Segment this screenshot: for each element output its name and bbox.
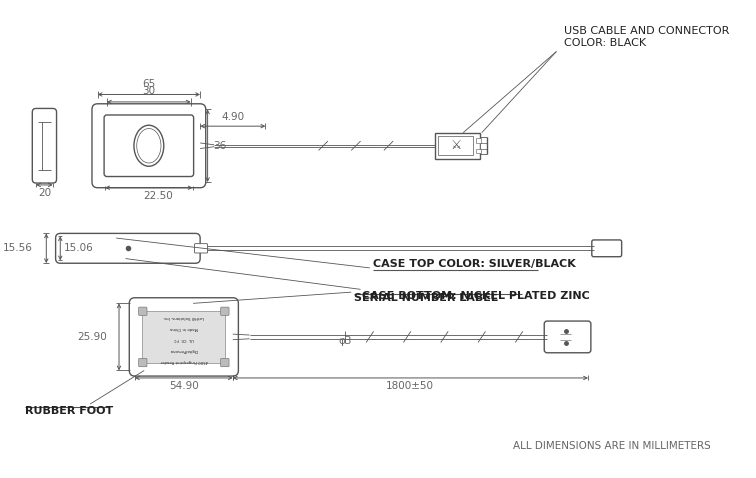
FancyBboxPatch shape: [56, 233, 200, 263]
Bar: [476, 149, 481, 153]
Text: 4.90: 4.90: [222, 111, 244, 121]
Text: DigitalPersona: DigitalPersona: [169, 348, 198, 352]
Bar: [438, 136, 473, 155]
FancyBboxPatch shape: [194, 244, 208, 253]
Text: 15.56: 15.56: [2, 243, 33, 253]
FancyBboxPatch shape: [138, 307, 147, 315]
Ellipse shape: [134, 125, 164, 166]
Text: ALL DIMENSIONS ARE IN MILLIMETERS: ALL DIMENSIONS ARE IN MILLIMETERS: [513, 441, 711, 451]
Text: 30: 30: [142, 87, 156, 97]
Text: 1800±50: 1800±50: [386, 381, 434, 391]
FancyBboxPatch shape: [221, 307, 229, 315]
Text: 15.06: 15.06: [64, 243, 94, 253]
Text: φ3: φ3: [338, 336, 352, 346]
Bar: [142, 311, 225, 363]
Text: LotHill Solutions, Inc.: LotHill Solutions, Inc.: [163, 315, 204, 318]
Text: SERIAL NUMBER LABEL: SERIAL NUMBER LABEL: [354, 293, 498, 303]
FancyBboxPatch shape: [221, 358, 229, 367]
Text: RUBBER FOOT: RUBBER FOOT: [25, 406, 113, 416]
FancyBboxPatch shape: [33, 109, 57, 183]
Text: 54.90: 54.90: [169, 381, 199, 391]
FancyBboxPatch shape: [435, 133, 480, 159]
Text: Made in China: Made in China: [170, 326, 198, 330]
Text: USB CABLE AND CONNECTOR
COLOR: BLACK: USB CABLE AND CONNECTOR COLOR: BLACK: [564, 26, 730, 48]
FancyBboxPatch shape: [544, 321, 591, 353]
Text: UL  CE  FC: UL CE FC: [174, 337, 194, 341]
Text: 20: 20: [38, 188, 51, 198]
FancyBboxPatch shape: [129, 298, 238, 376]
Text: ⚔: ⚔: [450, 139, 461, 152]
Text: 4500 Fingerprint Reader: 4500 Fingerprint Reader: [160, 359, 208, 363]
FancyBboxPatch shape: [138, 358, 147, 367]
FancyBboxPatch shape: [592, 240, 621, 257]
Bar: [476, 138, 481, 143]
Text: CASE BOTTOM: NICKEL PLATED ZINC: CASE BOTTOM: NICKEL PLATED ZINC: [362, 291, 590, 301]
Text: 36: 36: [213, 141, 227, 151]
Text: 65: 65: [142, 79, 156, 89]
Text: CASE TOP COLOR: SILVER/BLACK: CASE TOP COLOR: SILVER/BLACK: [373, 259, 575, 269]
Ellipse shape: [137, 129, 161, 163]
FancyBboxPatch shape: [104, 115, 194, 176]
Bar: [480, 143, 488, 149]
FancyBboxPatch shape: [92, 104, 206, 188]
Text: 25.90: 25.90: [77, 332, 107, 342]
Text: 22.50: 22.50: [144, 191, 173, 200]
